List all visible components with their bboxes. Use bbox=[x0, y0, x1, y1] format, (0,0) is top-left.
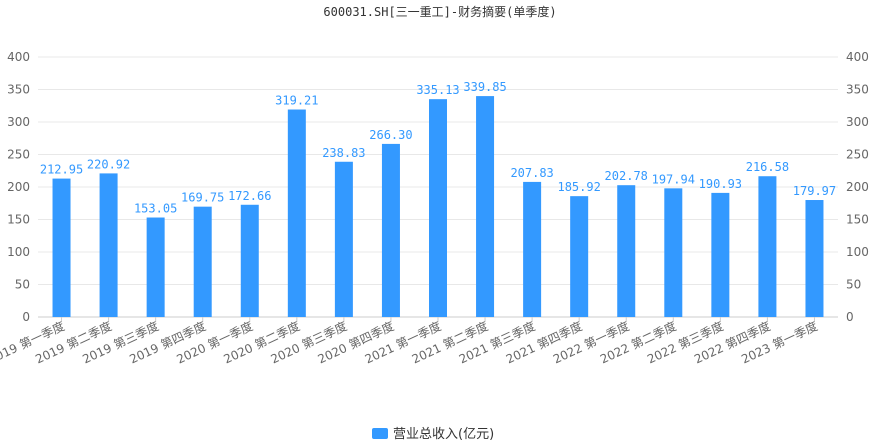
y-tick-label-right: 50 bbox=[846, 278, 861, 292]
y-tick-label-right: 300 bbox=[846, 115, 869, 129]
y-tick-label-right: 200 bbox=[846, 180, 869, 194]
bar[interactable] bbox=[381, 143, 400, 317]
bar[interactable] bbox=[570, 196, 589, 317]
bar[interactable] bbox=[617, 185, 636, 317]
data-label: 190.93 bbox=[699, 177, 742, 191]
data-label: 238.83 bbox=[322, 146, 365, 160]
y-tick-label-right: 400 bbox=[846, 50, 869, 64]
y-tick-label-left: 300 bbox=[7, 115, 30, 129]
y-tick-label-right: 150 bbox=[846, 213, 869, 227]
bar[interactable] bbox=[52, 178, 71, 317]
bar[interactable] bbox=[334, 161, 353, 317]
bar[interactable] bbox=[429, 99, 447, 317]
data-label: 185.92 bbox=[557, 180, 600, 194]
data-label: 202.78 bbox=[605, 169, 648, 183]
y-tick-label-left: 350 bbox=[7, 83, 30, 97]
bar[interactable] bbox=[711, 192, 730, 317]
y-tick-label-right: 250 bbox=[846, 148, 869, 162]
data-label: 179.97 bbox=[793, 184, 836, 198]
y-tick-label-left: 150 bbox=[7, 213, 30, 227]
data-label: 153.05 bbox=[134, 202, 177, 216]
data-label: 319.21 bbox=[275, 94, 318, 108]
y-tick-label-right: 0 bbox=[846, 310, 854, 324]
y-tick-label-left: 400 bbox=[7, 50, 30, 64]
bar[interactable] bbox=[146, 217, 165, 317]
bar[interactable] bbox=[664, 188, 683, 317]
data-label: 172.66 bbox=[228, 189, 271, 203]
bar[interactable] bbox=[523, 181, 542, 317]
bar[interactable] bbox=[99, 173, 118, 317]
bar[interactable] bbox=[193, 206, 212, 317]
y-tick-label-left: 200 bbox=[7, 180, 30, 194]
data-label: 197.94 bbox=[652, 172, 695, 186]
bar[interactable] bbox=[805, 200, 824, 317]
data-label: 266.30 bbox=[369, 128, 412, 142]
y-tick-label-left: 250 bbox=[7, 148, 30, 162]
legend[interactable]: 营业总收入(亿元) bbox=[372, 427, 494, 442]
data-label: 335.13 bbox=[416, 83, 459, 97]
chart-title: 600031.SH[三一重工]-财务摘要(单季度) bbox=[323, 4, 556, 19]
data-label: 339.85 bbox=[463, 80, 506, 94]
bar[interactable] bbox=[476, 96, 495, 317]
data-label: 216.58 bbox=[746, 160, 789, 174]
legend-swatch[interactable] bbox=[372, 428, 388, 439]
bar[interactable] bbox=[758, 176, 777, 317]
y-tick-label-right: 350 bbox=[846, 83, 869, 97]
y-tick-label-right: 100 bbox=[846, 245, 869, 259]
data-labels: 212.95 220.92 153.05 169.75 172.66 319.21 238.… bbox=[40, 80, 836, 215]
y-axis-right: 0 50 100 150 200 250 300 350 400 bbox=[846, 50, 869, 324]
bar-series bbox=[52, 96, 824, 318]
y-tick-label-left: 0 bbox=[22, 310, 30, 324]
data-label: 220.92 bbox=[87, 157, 130, 171]
data-label: 212.95 bbox=[40, 163, 83, 177]
y-tick-label-left: 50 bbox=[15, 278, 30, 292]
bar[interactable] bbox=[240, 204, 259, 317]
data-label: 207.83 bbox=[510, 166, 553, 180]
bar[interactable] bbox=[287, 109, 306, 318]
y-axis-left: 0 50 100 150 200 250 300 350 400 bbox=[7, 50, 30, 324]
y-tick-label-left: 100 bbox=[7, 245, 30, 259]
legend-label[interactable]: 营业总收入(亿元) bbox=[393, 427, 494, 442]
data-label: 169.75 bbox=[181, 191, 224, 205]
